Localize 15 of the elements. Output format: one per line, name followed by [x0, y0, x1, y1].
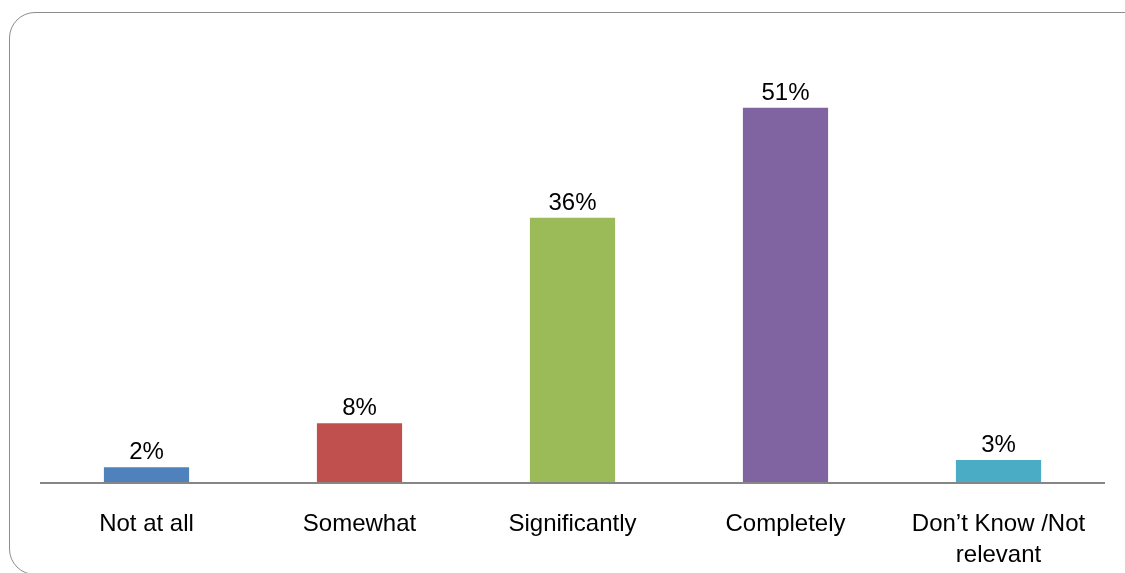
x-tick-label: Significantly [508, 508, 637, 536]
x-tick-label: Completely [725, 508, 846, 536]
data-label: 36% [548, 187, 597, 215]
data-label: 51% [761, 77, 810, 105]
bar [103, 467, 190, 482]
x-tick-label: Not at all [99, 508, 194, 536]
x-tick-label: Somewhat [302, 508, 417, 536]
data-label: 2% [129, 437, 164, 465]
bar [316, 423, 403, 482]
bar [955, 459, 1042, 482]
data-label: 8% [342, 393, 377, 421]
data-label: 3% [981, 429, 1016, 457]
x-tick-label: Don’t Know /Not relevant [911, 508, 1086, 567]
bar [742, 107, 829, 482]
bar [529, 217, 616, 482]
